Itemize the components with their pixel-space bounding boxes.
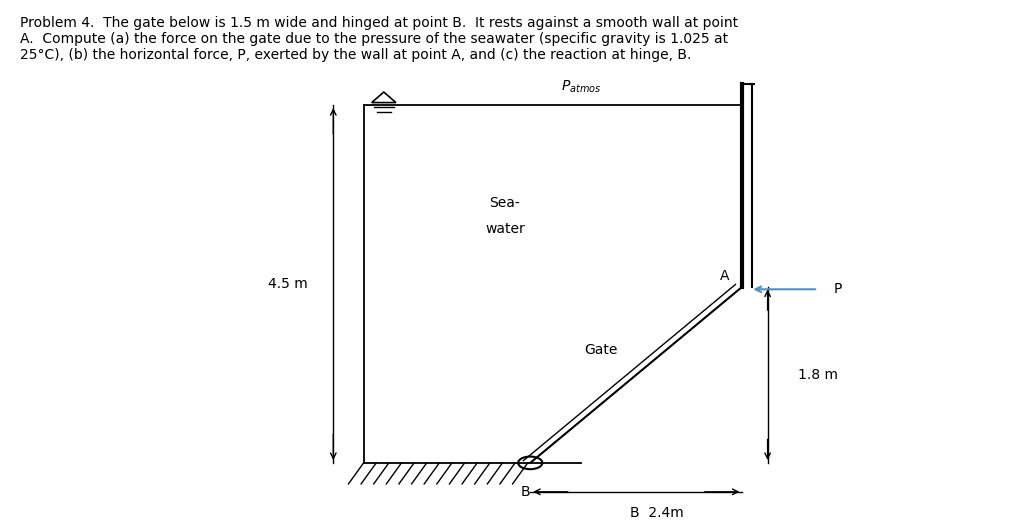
Text: water: water [485, 222, 525, 236]
Text: Problem 4.  The gate below is 1.5 m wide and hinged at point B.  It rests agains: Problem 4. The gate below is 1.5 m wide … [20, 16, 738, 62]
Text: A: A [719, 269, 729, 283]
Text: $P_{atmos}$: $P_{atmos}$ [561, 78, 601, 95]
Text: Gate: Gate [584, 343, 618, 357]
Text: P: P [833, 282, 841, 296]
Text: 1.8 m: 1.8 m [798, 368, 838, 382]
Text: 4.5 m: 4.5 m [269, 277, 308, 291]
Text: B: B [520, 485, 530, 499]
Text: Sea-: Sea- [490, 196, 520, 209]
Text: B  2.4m: B 2.4m [629, 506, 684, 520]
